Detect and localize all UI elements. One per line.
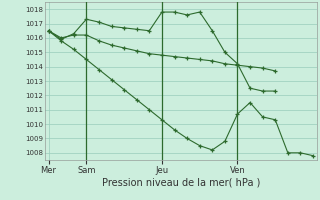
X-axis label: Pression niveau de la mer( hPa ): Pression niveau de la mer( hPa ) [102, 177, 260, 187]
